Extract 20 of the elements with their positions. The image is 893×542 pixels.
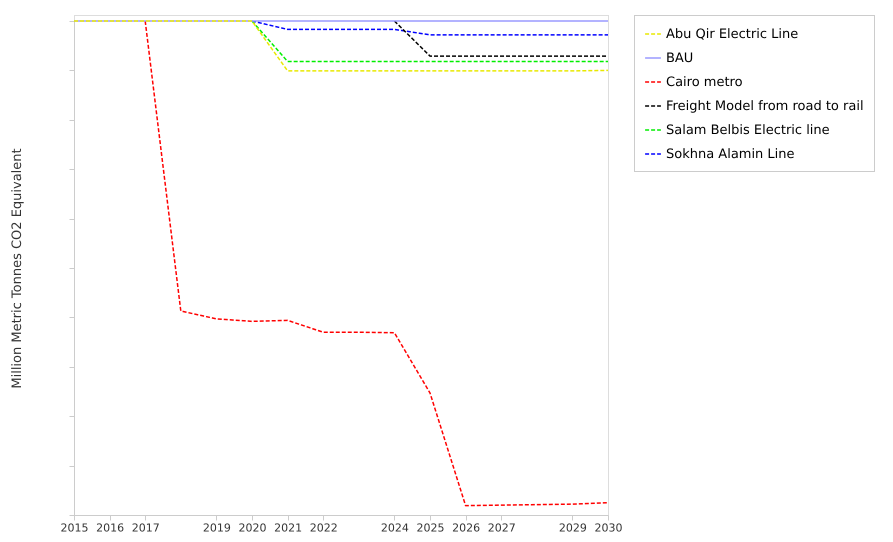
x-tick-label: 2027 bbox=[488, 522, 516, 534]
y-axis-title: Million Metric Tonnes CO2 Equivalent bbox=[10, 148, 25, 389]
legend-label: Sokhna Alamin Line bbox=[666, 147, 795, 162]
x-tick-label: 2020 bbox=[238, 522, 266, 534]
x-tick-label: 2029 bbox=[558, 522, 587, 534]
x-tick-label: 2024 bbox=[380, 522, 409, 534]
legend-label: Salam Belbis Electric line bbox=[666, 123, 830, 138]
x-tick-label: 2025 bbox=[416, 522, 444, 534]
x-tick-label: 2022 bbox=[310, 522, 338, 534]
legend-label: Cairo metro bbox=[666, 75, 743, 90]
x-tick-label: 2019 bbox=[202, 522, 231, 534]
x-tick-label: 2026 bbox=[452, 522, 480, 534]
x-tick-label: 2015 bbox=[60, 522, 88, 534]
x-tick-label: 2030 bbox=[594, 522, 622, 534]
legend-label: Abu Qir Electric Line bbox=[666, 27, 798, 42]
legend-label: BAU bbox=[666, 51, 694, 66]
x-tick-label: 2017 bbox=[132, 522, 160, 534]
x-tick-label: 2016 bbox=[96, 522, 124, 534]
x-tick-label: 2021 bbox=[274, 522, 302, 534]
legend-label: Freight Model from road to rail bbox=[666, 99, 864, 114]
